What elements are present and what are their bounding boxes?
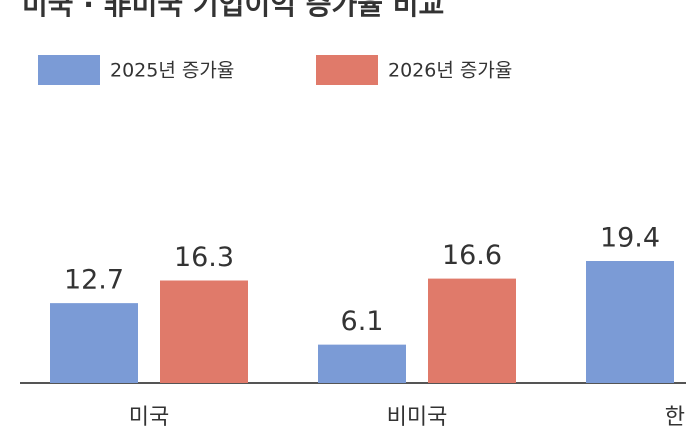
value-label: 16.6 (442, 240, 502, 271)
bar (160, 280, 248, 383)
bar (586, 261, 674, 383)
bar (318, 344, 406, 383)
value-label: 19.4 (600, 223, 660, 254)
bar (50, 303, 138, 383)
x-tick-label: 비미국 (387, 405, 448, 430)
bar (428, 278, 516, 383)
value-label: 12.7 (64, 265, 124, 296)
legend-swatch (316, 55, 378, 85)
legend-label: 2025년 증가율 (110, 60, 234, 82)
value-label: 16.3 (174, 242, 234, 273)
legend-swatch (38, 55, 100, 85)
x-tick-label: 미국 (129, 405, 169, 430)
legend-label: 2026년 증가율 (388, 60, 512, 82)
chart-title: 미국 · 非미국 기업이익 증가율 비교 (22, 0, 444, 21)
x-tick-label: 한국 (665, 405, 686, 430)
value-label: 6.1 (341, 306, 384, 337)
